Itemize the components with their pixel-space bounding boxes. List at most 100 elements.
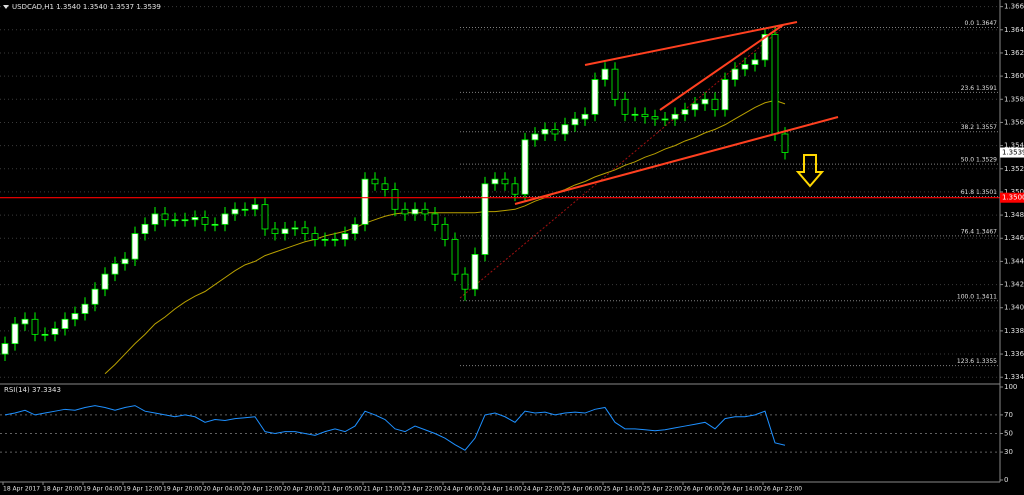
candle-body xyxy=(511,183,519,195)
candle-body xyxy=(211,223,219,226)
x-tick-label: 21 Apr 05:00 xyxy=(323,486,362,493)
moving-average xyxy=(104,99,786,375)
x-tick-label: 26 Apr 22:00 xyxy=(763,486,802,493)
menu-icon[interactable] xyxy=(3,5,9,9)
y-tick-label: 1.3505 xyxy=(1004,188,1024,196)
x-tick-label: 19 Apr 12:00 xyxy=(123,486,162,493)
candle-body xyxy=(61,318,69,329)
trendline xyxy=(659,24,784,111)
candle-body xyxy=(111,263,119,275)
fib-baseline xyxy=(459,29,781,299)
y-tick-label: 1.3525 xyxy=(1004,165,1024,173)
candle-body xyxy=(171,219,179,222)
candle-body xyxy=(481,183,489,255)
candle-body xyxy=(141,223,149,235)
y-tick-label: 1.3485 xyxy=(1004,211,1024,219)
candle-body xyxy=(411,208,419,215)
candle-body xyxy=(731,68,739,80)
candle-body xyxy=(401,208,409,215)
x-tick-label: 24 Apr 14:00 xyxy=(483,486,522,493)
candle-body xyxy=(191,216,199,221)
candle-body xyxy=(81,303,89,314)
rsi-tick-label: 30 xyxy=(1004,448,1013,456)
fibonacci: 0.0 1.3647 23.6 1.3591 38.2 1.3557 50.0 1.3… xyxy=(460,20,1000,367)
down-arrow xyxy=(795,154,825,188)
y-tick-label: 1.3625 xyxy=(1004,49,1024,57)
x-tick-label: 26 Apr 14:00 xyxy=(723,486,762,493)
candle-body xyxy=(21,318,29,325)
candle-body xyxy=(371,178,379,185)
rsi-tick-label: 100 xyxy=(1004,383,1017,391)
candle-body xyxy=(781,133,789,153)
candle-body xyxy=(501,178,509,185)
candle-body xyxy=(11,323,19,345)
candle-body xyxy=(221,213,229,225)
y-tick-label: 1.3585 xyxy=(1004,95,1024,103)
x-tick-label: 26 Apr 06:00 xyxy=(683,486,722,493)
x-tick-label: 20 Apr 20:00 xyxy=(283,486,322,493)
x-tick-label: 19 Apr 04:00 xyxy=(83,486,122,493)
candle-body xyxy=(91,288,99,305)
candle-body xyxy=(611,68,619,100)
y-tick-label: 1.3365 xyxy=(1004,350,1024,358)
candle-body xyxy=(551,128,559,135)
y-tick-label: 1.3405 xyxy=(1004,304,1024,312)
candle-body xyxy=(711,98,719,111)
candle-body xyxy=(381,183,389,191)
candle-body xyxy=(751,59,759,65)
fib-label: 76.4 1.3467 xyxy=(961,228,997,235)
candle-body xyxy=(391,189,399,210)
candle-body xyxy=(661,118,669,121)
candle-body xyxy=(741,64,749,70)
fib-label: 38.2 1.3557 xyxy=(961,124,997,131)
plot xyxy=(0,27,1000,451)
support-price-label: 1.3500 xyxy=(1002,194,1024,202)
candle-body xyxy=(561,124,569,135)
trendline xyxy=(514,116,839,205)
candle-body xyxy=(441,223,449,240)
candle-body xyxy=(121,258,129,265)
candle-body xyxy=(51,328,59,335)
x-tick-label: 19 Apr 20:00 xyxy=(163,486,202,493)
x-tick-label: 23 Apr 22:00 xyxy=(403,486,442,493)
fib-label: 123.6 1.3355 xyxy=(957,358,997,365)
x-tick-label: 18 Apr 20:00 xyxy=(43,486,82,493)
candle-body xyxy=(331,239,339,241)
candle-body xyxy=(631,113,639,116)
candle-body xyxy=(461,273,469,290)
x-tick-label: 21 Apr 13:00 xyxy=(363,486,402,493)
y-tick-label: 1.3645 xyxy=(1004,26,1024,34)
candle-body xyxy=(771,34,779,135)
candle-body xyxy=(71,313,79,320)
candle-body xyxy=(431,213,439,225)
candle-body xyxy=(181,219,189,222)
fib-label: 100.0 1.3411 xyxy=(957,293,997,300)
candle-body xyxy=(351,223,359,235)
rsi-line xyxy=(4,405,786,451)
candle-body xyxy=(701,98,709,105)
candle-body xyxy=(241,208,249,211)
candle-body xyxy=(101,273,109,290)
y-tick-label: 1.3665 xyxy=(1004,3,1024,11)
candle-body xyxy=(261,204,269,230)
candle-body xyxy=(721,79,729,111)
candle-body xyxy=(601,68,609,80)
fib-label: 0.0 1.3647 xyxy=(965,20,998,27)
y-tick-label: 1.3465 xyxy=(1004,234,1024,242)
candle-body xyxy=(591,79,599,115)
candle-body xyxy=(281,228,289,235)
candle-body xyxy=(571,118,579,126)
current-price-label: 1.3539 xyxy=(1002,149,1024,157)
rsi-label: RSI(14) 37.3343 xyxy=(4,386,61,394)
x-tick-label: 18 Apr 2017 xyxy=(3,486,40,493)
y-tick-label: 1.3425 xyxy=(1004,281,1024,289)
candle-body xyxy=(341,233,349,240)
chart-title: USDCAD,H1 1.3540 1.3540 1.3537 1.3539 xyxy=(12,3,161,11)
y-tick-label: 1.3565 xyxy=(1004,118,1024,126)
candle-body xyxy=(621,98,629,115)
fib-label: 61.8 1.3501 xyxy=(961,189,997,196)
axes: 1.3665 1.3645 1.3625 1.3605 1.3585 1.3565 1.35… xyxy=(2,3,1024,493)
